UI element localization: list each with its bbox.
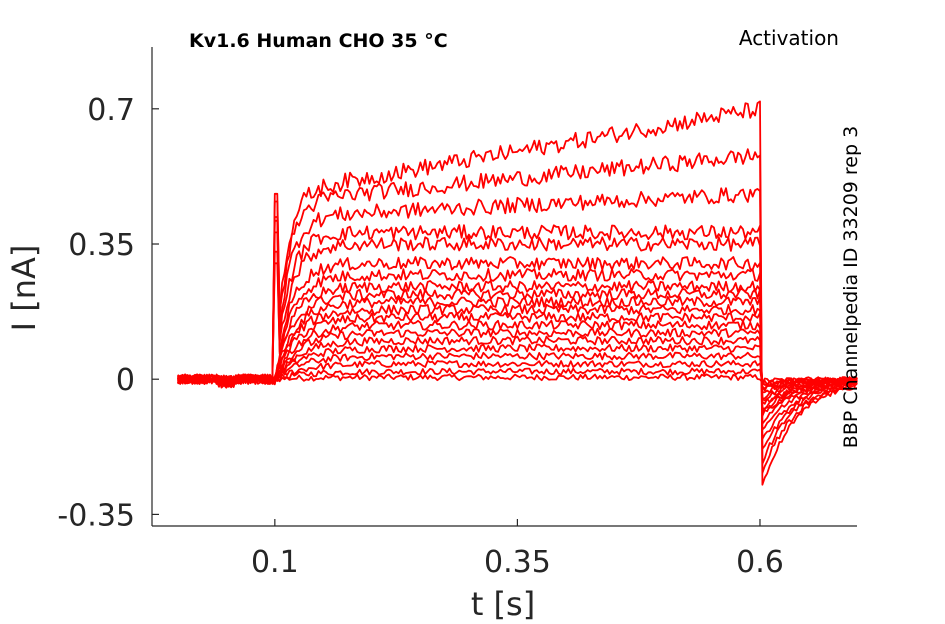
sweep-trace-19 — [176, 148, 858, 474]
x-tick-label: 0.1 — [251, 545, 299, 580]
sweep-trace-20 — [177, 100, 858, 486]
sweep-trace-8 — [177, 319, 858, 400]
x-axis-label: t [s] — [471, 585, 535, 623]
sweep-trace-10 — [176, 303, 858, 405]
sweep-trace-14 — [177, 262, 858, 425]
x-ticks: 0.1 0.35 0.6 — [251, 519, 784, 580]
x-tick-label: 0.35 — [484, 545, 551, 580]
sweep-trace-7 — [176, 327, 858, 394]
sweep-trace-3 — [177, 359, 858, 389]
sweep-trace-6 — [177, 335, 858, 392]
protocol-label: Activation — [739, 26, 839, 50]
x-tick-label: 0.6 — [736, 545, 784, 580]
sweep-trace-16 — [177, 231, 858, 440]
side-label: BBP Channelpedia ID 33209 rep 3 — [840, 126, 862, 448]
sweep-trace-15 — [177, 250, 858, 431]
sweep-trace-4 — [176, 351, 858, 389]
sweep-trace-17 — [177, 219, 858, 450]
y-tick-label: 0.7 — [87, 93, 135, 128]
sweep-trace-5 — [177, 343, 858, 390]
sweep-trace-2 — [177, 367, 858, 387]
traces-group — [176, 100, 858, 486]
y-axis-label: I [nA] — [5, 245, 43, 332]
sweep-trace-18 — [177, 187, 858, 465]
sweep-trace-11 — [177, 295, 858, 410]
chart-title: Kv1.6 Human CHO 35 °C — [189, 30, 448, 52]
y-tick-label: 0.35 — [68, 228, 135, 263]
sweep-trace-1 — [177, 373, 858, 385]
y-ticks: -0.35 0 0.35 0.7 — [57, 93, 159, 533]
y-tick-label: -0.35 — [57, 498, 135, 533]
sweep-trace-13 — [177, 279, 858, 417]
y-tick-label: 0 — [116, 363, 135, 398]
sweep-trace-9 — [177, 311, 858, 402]
